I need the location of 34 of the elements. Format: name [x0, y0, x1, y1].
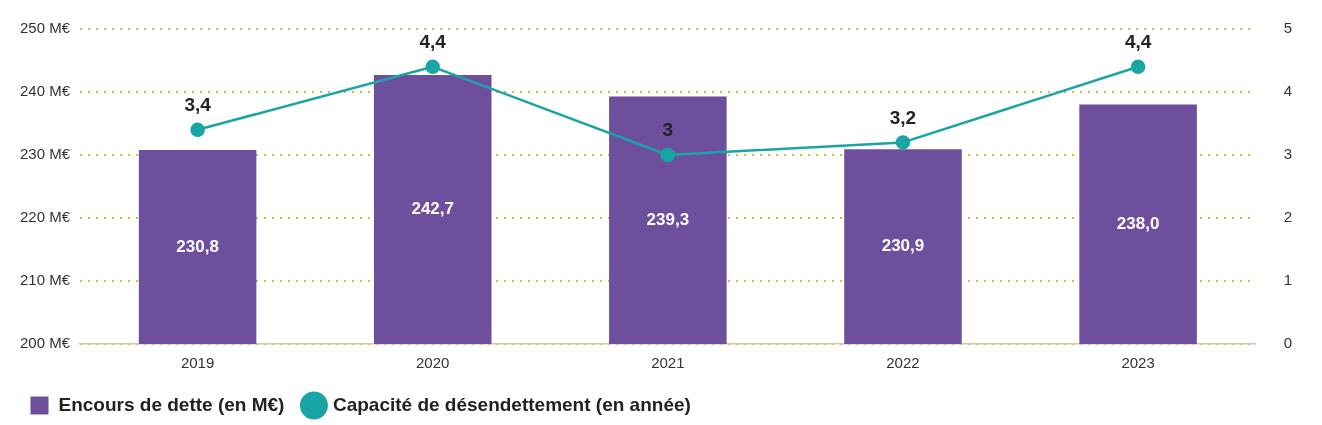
x-tick-label: 2022 — [886, 354, 920, 372]
data-label: 4,4 — [1124, 31, 1152, 53]
legend-label: Encours de dette (en M€) — [58, 393, 285, 415]
point — [425, 59, 440, 75]
data-label: 238,0 — [1116, 213, 1160, 233]
y2-tick-label: 1 — [1283, 271, 1292, 289]
x-tick-label: 2021 — [651, 354, 685, 372]
y-tick-label: 240 M€ — [19, 82, 71, 100]
data-label: 230,9 — [881, 236, 925, 256]
point — [660, 147, 676, 163]
data-label: 4,4 — [419, 31, 447, 53]
point — [1130, 59, 1146, 75]
data-label: 239,3 — [646, 209, 690, 229]
x-tick-label: 2020 — [416, 354, 450, 372]
y2-tick-label: 2 — [1283, 208, 1292, 226]
x-tick-label: 2019 — [180, 354, 215, 372]
y2-tick-label: 4 — [1283, 82, 1292, 100]
data-label: 3,2 — [889, 106, 917, 128]
y2-tick-label: 3 — [1283, 145, 1292, 163]
data-label: 242,7 — [411, 199, 454, 219]
data-label: 230,8 — [176, 236, 219, 256]
y-tick-label: 250 M€ — [19, 19, 71, 37]
data-label: 3 — [662, 119, 674, 141]
y-tick-label: 230 M€ — [19, 145, 71, 163]
data-label: 3,4 — [184, 94, 212, 116]
point — [190, 122, 205, 138]
point — [895, 135, 911, 150]
y2-tick-label: 0 — [1283, 334, 1292, 352]
x-tick-label: 2023 — [1121, 354, 1155, 372]
y2-tick-label: 5 — [1283, 19, 1292, 37]
y-tick-label: 220 M€ — [19, 208, 71, 226]
y-tick-label: 210 M€ — [19, 271, 71, 289]
legend-label: Capacité de désendettement (en année) — [332, 393, 691, 415]
y-tick-label: 200 M€ — [19, 334, 71, 352]
